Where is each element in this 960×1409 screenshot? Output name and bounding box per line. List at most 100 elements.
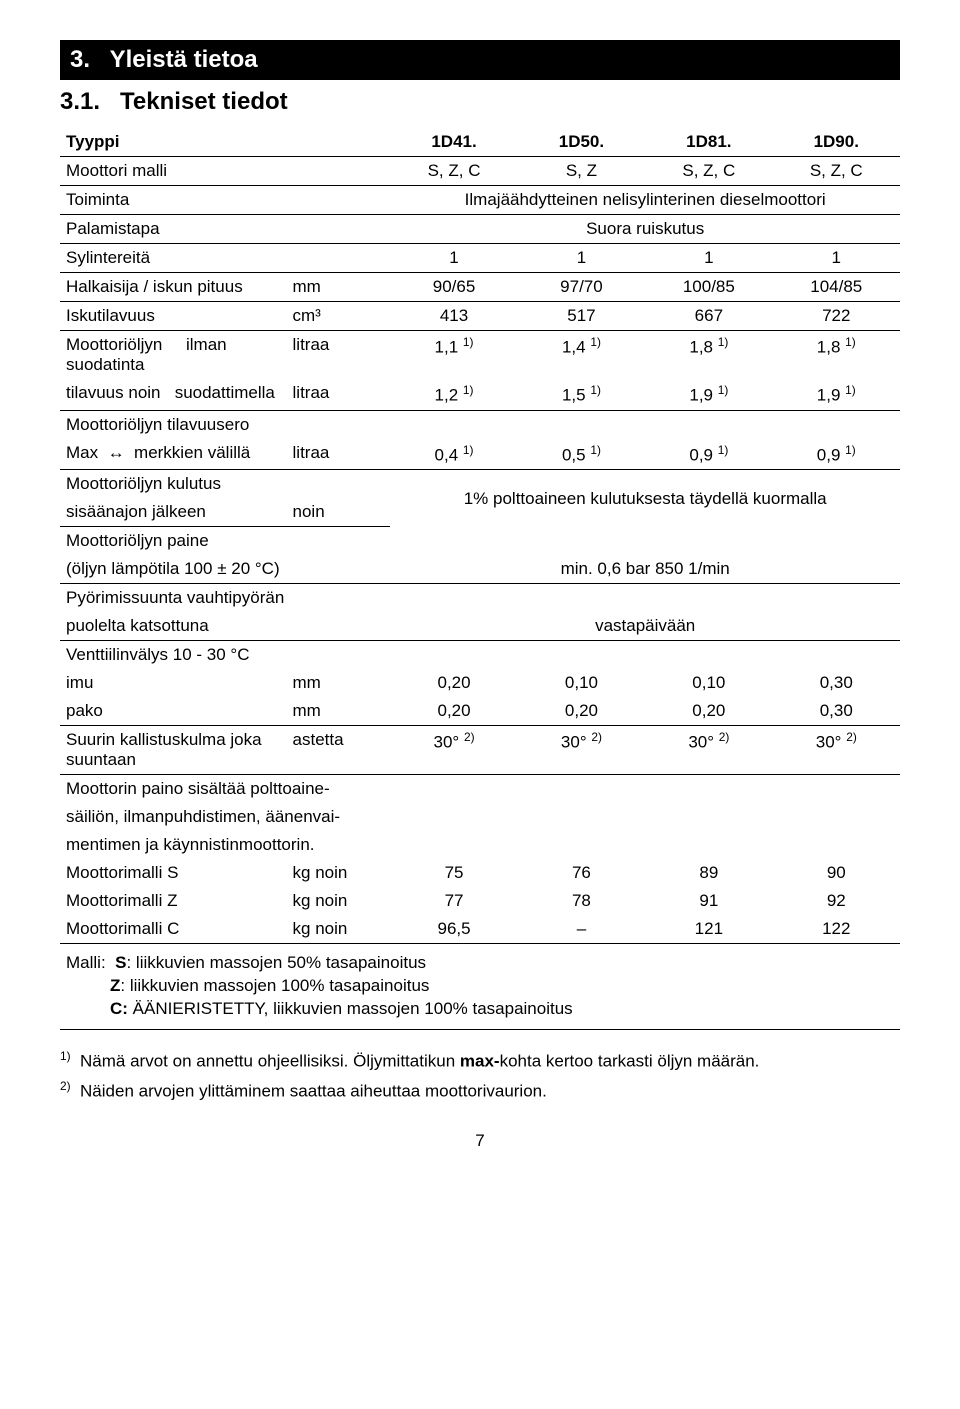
cell: 0,30 — [773, 697, 900, 726]
footnote-text: kohta kertoo tarkasti öljyn määrän. — [500, 1052, 760, 1071]
cell: 1,9 1) — [773, 379, 900, 410]
cell: – — [518, 915, 645, 944]
cell-merged: min. 0,6 bar 850 1/min — [390, 555, 900, 584]
row-label: Moottoriöljyn tilavuusero — [60, 410, 900, 439]
row-label: Toiminta — [60, 186, 390, 215]
row-label: sisäänajon jälkeen — [60, 498, 287, 527]
section-header: 3. Yleistä tietoa — [60, 40, 900, 80]
cell: 96,5 — [390, 915, 517, 944]
document-page: 3. Yleistä tietoa 3.1. Tekniset tiedot T… — [0, 0, 960, 1191]
unit: mm — [287, 669, 391, 697]
row-label: Venttiilinvälys 10 - 30 °C — [60, 641, 900, 670]
cell: 30° 2) — [773, 726, 900, 775]
model-letter: C: — [110, 999, 128, 1018]
table-row: Moottori malli S, Z, C S, Z S, Z, C S, Z… — [60, 157, 900, 186]
table-row: Moottorimalli C kg noin 96,5 – 121 122 — [60, 915, 900, 944]
row-label: Max ↔ merkkien välillä — [60, 439, 287, 470]
table-header-row: Tyyppi 1D41. 1D50. 1D81. 1D90. — [60, 128, 900, 157]
cell: S, Z, C — [773, 157, 900, 186]
cell: 30° 2) — [645, 726, 772, 775]
cell: 1 — [390, 244, 517, 273]
footnote-bold: max- — [460, 1052, 500, 1071]
cell: 90 — [773, 859, 900, 887]
table-row: mentimen ja käynnistinmoottorin. — [60, 831, 900, 859]
row-label: Moottori malli — [60, 157, 390, 186]
table-row: Moottoriöljyn kulutus 1% polttoaineen ku… — [60, 470, 900, 499]
cell: 1,2 1) — [390, 379, 517, 410]
row-label: Halkaisija / iskun pituus — [60, 273, 287, 302]
table-row: Moottoriöljyn ilman suodatinta litraa 1,… — [60, 331, 900, 380]
cell: 1 — [773, 244, 900, 273]
cell: 0,20 — [645, 697, 772, 726]
model-letter: S — [115, 953, 126, 972]
table-row: Moottoriöljyn tilavuusero — [60, 410, 900, 439]
unit: kg noin — [287, 859, 391, 887]
cell: 0,9 1) — [773, 439, 900, 470]
model-text: ÄÄNIERISTETTY, liikkuvien massojen 100% … — [128, 999, 573, 1018]
subsection-title-text: Tekniset tiedot — [120, 88, 288, 115]
unit: noin — [287, 498, 391, 527]
table-row: Malli: S: liikkuvien massojen 50% tasapa… — [60, 944, 900, 1030]
cell: S, Z, C — [645, 157, 772, 186]
cell: 122 — [773, 915, 900, 944]
table-row: puolelta katsottuna vastapäivään — [60, 612, 900, 641]
row-label: Moottoriöljyn paine — [60, 527, 900, 556]
table-row: säiliön, ilmanpuhdistimen, äänenvai- — [60, 803, 900, 831]
model-text: : liikkuvien massojen 100% tasapainoitus — [120, 976, 429, 995]
unit: litraa — [287, 379, 391, 410]
model-notes-cell: Malli: S: liikkuvien massojen 50% tasapa… — [60, 944, 900, 1030]
cell: S, Z, C — [390, 157, 517, 186]
table-row: Toiminta Ilmajäähdytteinen nelisylinteri… — [60, 186, 900, 215]
table-row: tilavuus noin suodattimella litraa 1,2 1… — [60, 379, 900, 410]
table-row: Max ↔ merkkien välillä litraa 0,4 1) 0,5… — [60, 439, 900, 470]
table-row: Suurin kallistuskulma joka suuntaan aste… — [60, 726, 900, 775]
cell: 0,4 1) — [390, 439, 517, 470]
cell: 1 — [645, 244, 772, 273]
label-sub: suodattimella — [175, 383, 275, 402]
table-row: Sylintereitä 1 1 1 1 — [60, 244, 900, 273]
footnotes: 1) Nämä arvot on annettu ohjeellisiksi. … — [60, 1048, 900, 1103]
footnote: 1) Nämä arvot on annettu ohjeellisiksi. … — [60, 1048, 900, 1074]
row-label: Suurin kallistuskulma joka suuntaan — [60, 726, 287, 775]
cell: 76 — [518, 859, 645, 887]
cell-merged: Suora ruiskutus — [390, 215, 900, 244]
label-text: Moottoriöljyn — [66, 335, 162, 354]
row-label: Moottorimalli Z — [60, 887, 287, 915]
footnote-text: Näiden arvojen ylittäminem saattaa aiheu… — [80, 1081, 547, 1100]
cell: 30° 2) — [518, 726, 645, 775]
unit: kg noin — [287, 887, 391, 915]
cell: 722 — [773, 302, 900, 331]
row-label: pako — [60, 697, 287, 726]
unit: mm — [287, 697, 391, 726]
subsection-title: 3.1. Tekniset tiedot — [60, 88, 900, 116]
cell: 1,8 1) — [773, 331, 900, 380]
table-row: Moottorimalli S kg noin 75 76 89 90 — [60, 859, 900, 887]
cell: 0,9 1) — [645, 439, 772, 470]
cell: 89 — [645, 859, 772, 887]
table-row: (öljyn lämpötila 100 ± 20 °C) min. 0,6 b… — [60, 555, 900, 584]
cell: 97/70 — [518, 273, 645, 302]
cell: 90/65 — [390, 273, 517, 302]
row-label: säiliön, ilmanpuhdistimen, äänenvai- — [60, 803, 900, 831]
model-notes: Malli: S: liikkuvien massojen 50% tasapa… — [66, 948, 894, 1025]
cell: 75 — [390, 859, 517, 887]
unit: kg noin — [287, 915, 391, 944]
cell: 91 — [645, 887, 772, 915]
label-text: Max — [66, 443, 98, 462]
cell: 517 — [518, 302, 645, 331]
cell: 1,8 1) — [645, 331, 772, 380]
header-type: Tyyppi — [60, 128, 390, 157]
cell: 92 — [773, 887, 900, 915]
unit: mm — [287, 273, 391, 302]
cell: 667 — [645, 302, 772, 331]
cell: 78 — [518, 887, 645, 915]
header-model: 1D81. — [645, 128, 772, 157]
table-row: Pyörimissuunta vauhtipyörän — [60, 584, 900, 613]
unit: litraa — [287, 331, 391, 380]
cell: 413 — [390, 302, 517, 331]
cell: 30° 2) — [390, 726, 517, 775]
row-label: Pyörimissuunta vauhtipyörän — [60, 584, 900, 613]
cell: 100/85 — [645, 273, 772, 302]
unit: astetta — [287, 726, 391, 775]
cell: S, Z — [518, 157, 645, 186]
